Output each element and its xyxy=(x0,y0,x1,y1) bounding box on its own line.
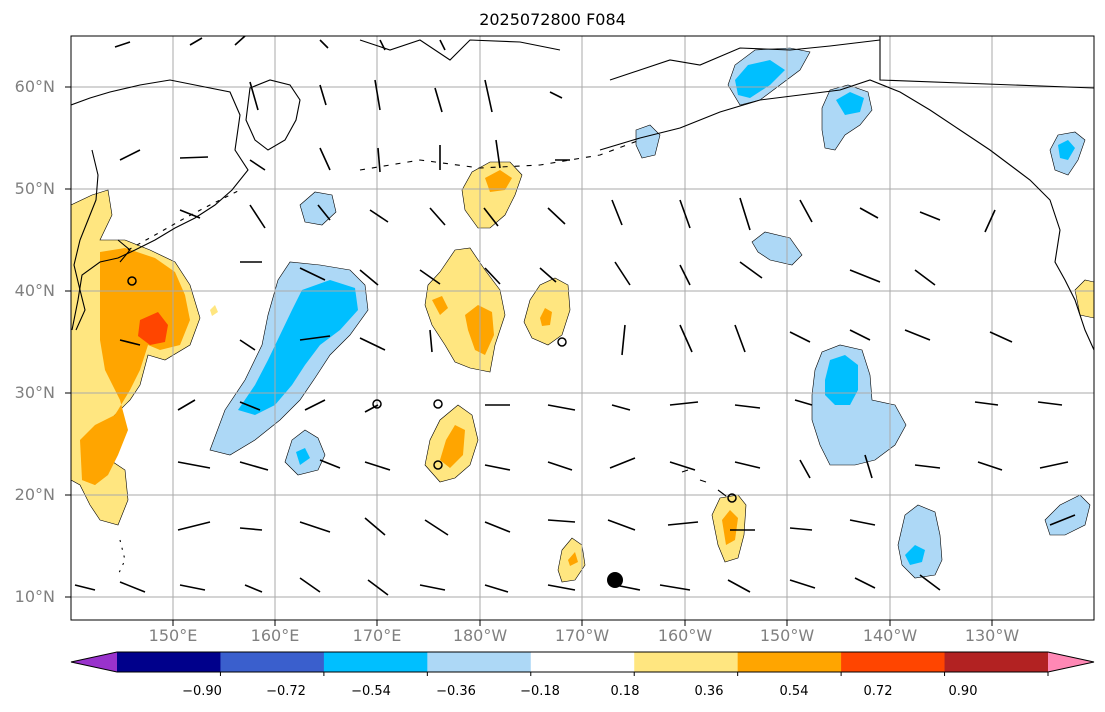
shading-orange-dateline-north xyxy=(485,170,512,192)
shading-orange-south xyxy=(568,552,578,566)
colorbar-extend-min xyxy=(71,652,117,672)
colorbar-segment xyxy=(323,652,428,672)
lon-label-170e: 170°E xyxy=(352,626,402,645)
lon-label-130w: 130°W xyxy=(964,626,1020,645)
shading-orange-hawaii xyxy=(722,510,738,545)
border-canada xyxy=(879,36,1094,89)
colorbar-label: −0.36 xyxy=(436,684,476,699)
shading-blue-central xyxy=(238,280,358,415)
lon-label-160e: 160°E xyxy=(250,626,300,645)
shading-blue-bc xyxy=(1058,140,1075,160)
lat-label-10n: 10°N xyxy=(14,587,55,606)
lon-label-150w: 150°W xyxy=(759,626,815,645)
shading-blue-east xyxy=(825,355,858,405)
shading-yellow-west-small xyxy=(210,305,218,316)
coast-alaska-north xyxy=(609,39,881,81)
shading-orange-japan-south xyxy=(80,415,120,485)
coast-aleutian xyxy=(359,139,641,171)
shading-yellow-dateline xyxy=(424,247,506,373)
shading-lightblue-aleutian xyxy=(635,124,661,159)
colorbar-label: 0.54 xyxy=(779,684,809,699)
shading-blue-alaska xyxy=(735,60,785,98)
shading-blue-east-south xyxy=(905,545,925,565)
colorbar-segment xyxy=(841,652,946,672)
coast-asia xyxy=(71,79,249,331)
colorbar-label: 0.36 xyxy=(694,684,724,699)
colorbar-segment xyxy=(117,652,221,672)
graticule xyxy=(71,36,1094,620)
coastlines xyxy=(71,36,1094,576)
wind-barbs xyxy=(74,36,1076,596)
lon-label-140w: 140°W xyxy=(862,626,918,645)
coast-mariana xyxy=(117,539,126,576)
axis-ticks xyxy=(65,86,993,626)
colorbar-label: −0.18 xyxy=(520,684,560,699)
colorbar-label: 0.18 xyxy=(610,684,640,699)
coast-kamchatka xyxy=(245,79,301,151)
coast-hawaii-islands xyxy=(681,469,727,497)
lon-label-150e: 150°E xyxy=(148,626,198,645)
map-title: 2025072800 F084 xyxy=(479,10,626,29)
coast-kuril xyxy=(127,189,241,251)
shading-lightblue-mid xyxy=(751,231,803,266)
lat-label-30n: 30°N xyxy=(14,383,55,402)
colorbar-segment xyxy=(737,652,842,672)
shading-lightblue-east-south xyxy=(897,504,943,579)
shading-red-japan xyxy=(138,312,168,345)
lon-label-160w: 160°W xyxy=(657,626,713,645)
lat-label-40n: 40°N xyxy=(14,281,55,300)
coast-alaska xyxy=(599,79,1094,351)
shading-orange-east-dateline xyxy=(540,308,552,326)
colorbar-segment xyxy=(220,652,325,672)
colorbar-label: −0.54 xyxy=(351,684,391,699)
shading-lightblue-east xyxy=(811,344,907,466)
colorbar-label: 0.90 xyxy=(948,684,978,699)
colorbar-extend-max xyxy=(1048,652,1094,672)
shading-blue-gulf xyxy=(836,92,864,115)
shading-orange-dateline xyxy=(432,296,494,355)
coast-bering xyxy=(359,39,561,61)
coast-japan xyxy=(73,149,131,331)
colorbar-outline xyxy=(70,651,1095,673)
colorbar-segment xyxy=(530,652,635,672)
lat-label-50n: 50°N xyxy=(14,179,55,198)
colorbar-segment xyxy=(427,652,532,672)
lon-label-170w: 170°W xyxy=(554,626,610,645)
shading-orange-dateline-south xyxy=(440,425,465,468)
colorbar xyxy=(70,651,1095,676)
lon-label-180w: 180°W xyxy=(452,626,508,645)
filled-station-marker xyxy=(607,572,623,588)
colorbar-label: −0.90 xyxy=(182,684,222,699)
lat-label-20n: 20°N xyxy=(14,485,55,504)
anomaly-shading xyxy=(71,47,1094,583)
colorbar-label: −0.72 xyxy=(266,684,306,699)
shading-blue-small1 xyxy=(296,448,310,465)
colorbar-segment xyxy=(634,652,739,672)
station-circles xyxy=(127,276,737,503)
colorbar-segment xyxy=(944,652,1049,672)
shading-lightblue-small2 xyxy=(299,191,337,226)
shading-yellow-pnw xyxy=(1074,279,1094,319)
lat-label-60n: 60°N xyxy=(14,77,55,96)
colorbar-label: 0.72 xyxy=(863,684,893,699)
shading-lightblue-far-east xyxy=(1044,494,1091,536)
